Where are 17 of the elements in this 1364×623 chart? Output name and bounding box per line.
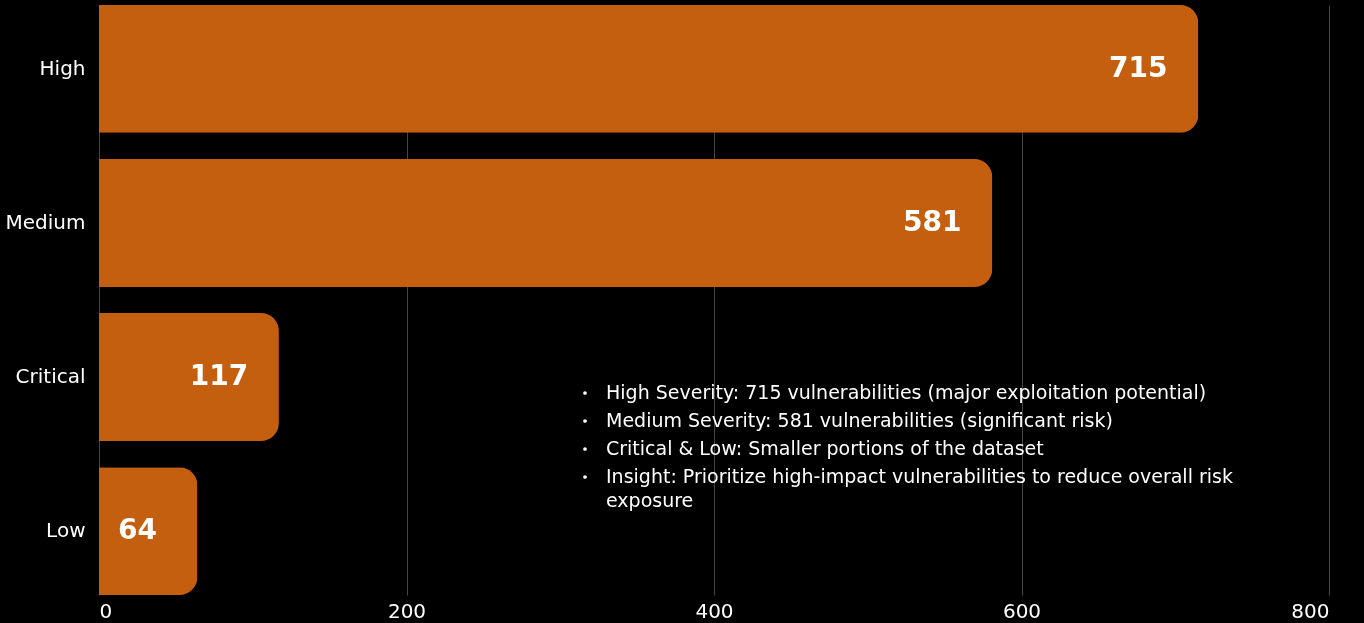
x-tick-label: 400 — [695, 598, 734, 623]
data-label: 581 — [903, 204, 962, 238]
x-tick-label: 0 — [99, 598, 113, 623]
data-label: 117 — [189, 359, 249, 393]
y-tick-label: Low — [46, 518, 86, 543]
x-tick-label: 800 — [1291, 598, 1330, 623]
y-tick-label: Medium — [5, 209, 86, 234]
annotation: Insight: Prioritize high-impact vulnerabilities to reduce overall risk exposure — [606, 465, 1233, 511]
annotation: Critical & Low: Smaller portions of the dataset — [606, 437, 1044, 459]
x-tick-label: 600 — [1002, 598, 1042, 623]
data-label: 64 — [117, 513, 157, 547]
y-tick-label: High — [39, 55, 86, 80]
x-tick-label: 200 — [387, 598, 427, 623]
annotation: Medium Severity: 581 vulnerabilities (significant risk) — [606, 409, 1113, 431]
annotation: High Severity: 715 vulnerabilities (major exploitation potential) — [606, 381, 1207, 403]
data-label: 715 — [1109, 50, 1168, 84]
y-tick-label: Critical — [15, 364, 86, 389]
